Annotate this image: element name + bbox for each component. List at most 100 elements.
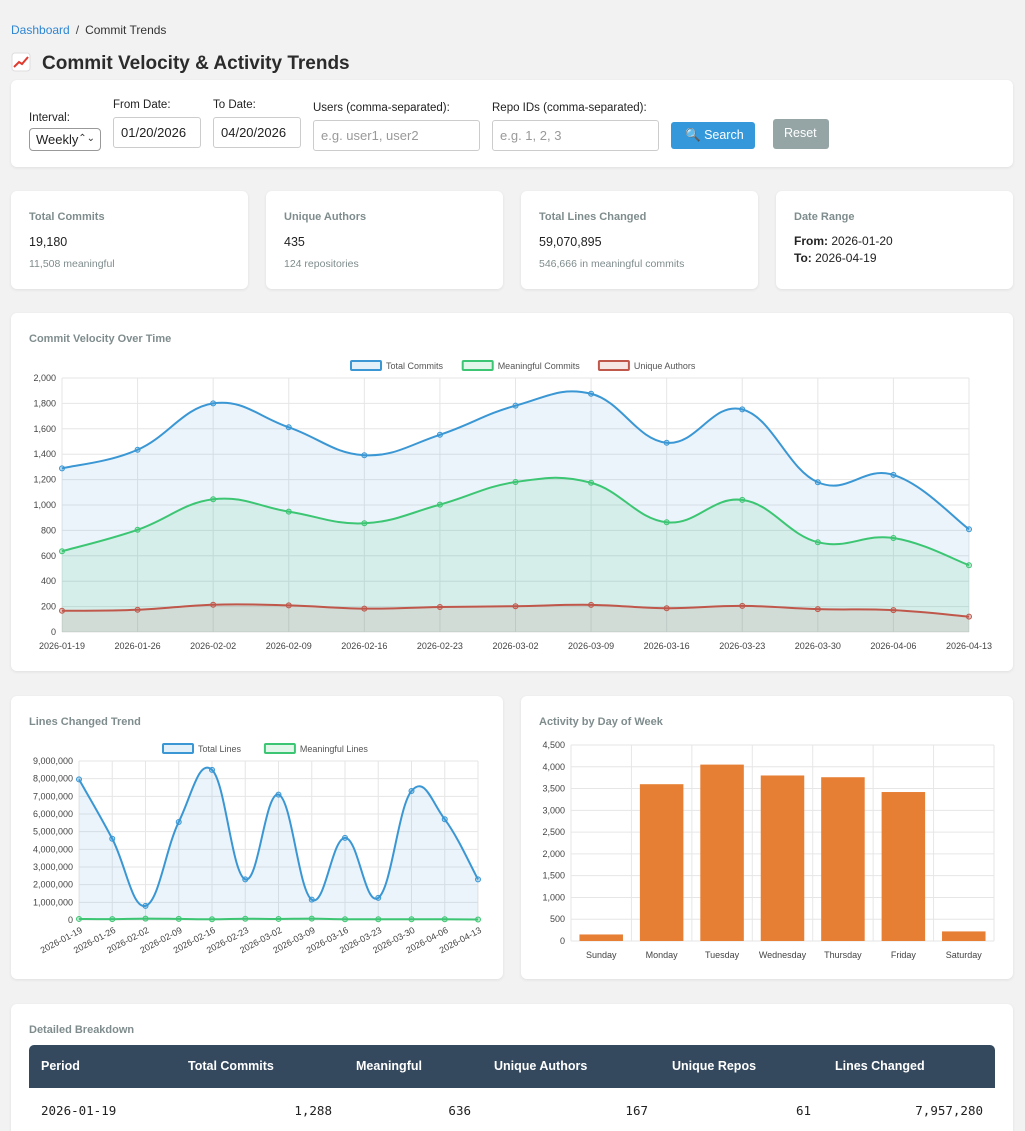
filter-panel: Interval: Weekly ⌃⌄ From Date: 01/20/2026… xyxy=(11,80,1013,167)
reset-button[interactable]: Reset xyxy=(773,119,829,149)
data-point xyxy=(739,602,746,609)
data-point xyxy=(361,605,368,612)
x-tick-label: Thursday xyxy=(824,950,862,960)
interval-select[interactable]: Weekly ⌃⌄ xyxy=(29,128,101,151)
data-point xyxy=(814,479,821,486)
y-tick-label: 8,000,000 xyxy=(33,774,73,784)
col-header-unique-repos[interactable]: Unique Repos xyxy=(672,1059,757,1073)
y-tick-label: 9,000,000 xyxy=(33,756,73,766)
data-point xyxy=(285,508,292,515)
y-tick-label: 0 xyxy=(51,627,56,637)
col-header-total-commits[interactable]: Total Commits xyxy=(188,1059,274,1073)
data-point xyxy=(739,496,746,503)
breadcrumb-separator: / xyxy=(75,23,80,37)
cell-unique-authors: 167 xyxy=(625,1103,648,1118)
y-tick-label: 1,000,000 xyxy=(33,897,73,907)
y-tick-label: 0 xyxy=(560,936,565,946)
lines-chart: 0 1,000,000 2,000,000 3,000,000 4,000,000 5,0… xyxy=(33,743,483,955)
interval-label: Interval: xyxy=(29,112,70,124)
y-tick-label: 5,000,000 xyxy=(33,827,73,837)
y-tick-label: 7,000,000 xyxy=(33,791,73,801)
y-tick-label: 2,500 xyxy=(542,827,565,837)
data-point xyxy=(408,916,415,923)
col-header-unique-authors[interactable]: Unique Authors xyxy=(494,1059,588,1073)
stat-value: 435 xyxy=(284,235,305,249)
data-point xyxy=(134,526,141,533)
y-tick-label: 3,000,000 xyxy=(33,862,73,872)
data-point xyxy=(361,452,368,459)
data-point xyxy=(739,406,746,413)
bar xyxy=(942,931,986,941)
bar xyxy=(821,777,865,941)
stat-subtext: 11,508 meaningful xyxy=(29,258,115,270)
y-tick-label: 600 xyxy=(41,551,56,561)
y-tick-label: 1,500 xyxy=(542,871,565,881)
y-tick-label: 3,000 xyxy=(542,805,565,815)
cell-period: 2026-01-19 xyxy=(41,1103,117,1118)
users-label: Users (comma-separated): xyxy=(313,102,450,114)
breadcrumb-dashboard-link[interactable]: Dashboard xyxy=(11,23,70,37)
stat-card-total-commits: Total Commits 19,180 11,508 meaningful xyxy=(11,191,248,289)
bar xyxy=(881,792,926,941)
col-header-meaningful[interactable]: Meaningful xyxy=(356,1059,422,1073)
data-point xyxy=(375,894,382,901)
legend-swatch xyxy=(162,743,194,754)
y-tick-label: 2,000 xyxy=(33,373,56,383)
data-point xyxy=(134,606,141,613)
repo-ids-input[interactable]: e.g. 1, 2, 3 xyxy=(492,120,659,151)
lines-chart-card: Lines Changed Trend 0 1,000,000 2,000,000 3… xyxy=(11,696,503,979)
data-point xyxy=(76,915,82,922)
x-tick-label: 2026-02-16 xyxy=(341,641,387,651)
col-header-lines-changed[interactable]: Lines Changed xyxy=(835,1059,925,1073)
y-tick-label: 4,500 xyxy=(542,740,565,750)
data-point xyxy=(890,535,897,542)
bar xyxy=(579,934,623,941)
x-tick-label: Friday xyxy=(891,950,917,960)
stat-value: 59,070,895 xyxy=(539,235,602,249)
x-tick-label: Monday xyxy=(646,950,679,960)
legend-label: Total Lines xyxy=(198,744,242,754)
bar xyxy=(700,764,744,941)
y-tick-label: 500 xyxy=(550,914,565,924)
y-tick-label: 1,800 xyxy=(33,398,56,408)
y-tick-label: 2,000 xyxy=(542,849,565,859)
series-line xyxy=(61,603,970,618)
stat-label: Total Lines Changed xyxy=(539,211,647,223)
search-icon: 🔍 xyxy=(685,128,701,142)
data-point xyxy=(588,601,595,608)
table-title: Detailed Breakdown xyxy=(29,1024,135,1036)
data-point xyxy=(966,613,972,620)
x-tick-label: 2026-04-06 xyxy=(870,641,916,651)
data-point xyxy=(175,915,182,922)
from-date-label: From Date: xyxy=(113,99,171,111)
stat-label: Unique Authors xyxy=(284,211,367,223)
data-point xyxy=(109,835,116,842)
legend-label: Total Commits xyxy=(386,361,444,371)
x-tick-label: 2026-01-19 xyxy=(39,641,85,651)
data-point xyxy=(814,539,821,546)
velocity-chart-card: Commit Velocity Over Time 0 200 400 600 800 1… xyxy=(11,313,1013,671)
to-date-input[interactable]: 04/20/2026 xyxy=(213,117,301,148)
y-tick-label: 1,600 xyxy=(33,424,56,434)
bar xyxy=(760,775,805,941)
data-point xyxy=(663,605,670,612)
data-point xyxy=(342,834,348,841)
stat-card-lines-changed: Total Lines Changed 59,070,895 546,666 i… xyxy=(521,191,758,289)
data-point xyxy=(890,471,897,478)
data-point xyxy=(210,400,217,407)
data-point xyxy=(475,916,481,923)
data-point xyxy=(663,519,670,526)
stat-subtext: 546,666 in meaningful commits xyxy=(539,258,685,270)
data-point xyxy=(966,562,972,569)
data-point xyxy=(210,601,217,608)
y-tick-label: 3,500 xyxy=(542,784,565,794)
data-point xyxy=(142,902,149,909)
users-input[interactable]: e.g. user1, user2 xyxy=(313,120,480,151)
data-point xyxy=(441,916,448,923)
from-date-input[interactable]: 01/20/2026 xyxy=(113,117,201,148)
col-header-period[interactable]: Period xyxy=(41,1059,80,1073)
cell-unique-repos: 61 xyxy=(795,1103,811,1118)
date-range-from: From: 2026-01-20 xyxy=(794,234,893,248)
x-tick-label: 2026-02-09 xyxy=(266,641,312,651)
search-button[interactable]: 🔍 Search xyxy=(671,122,755,149)
